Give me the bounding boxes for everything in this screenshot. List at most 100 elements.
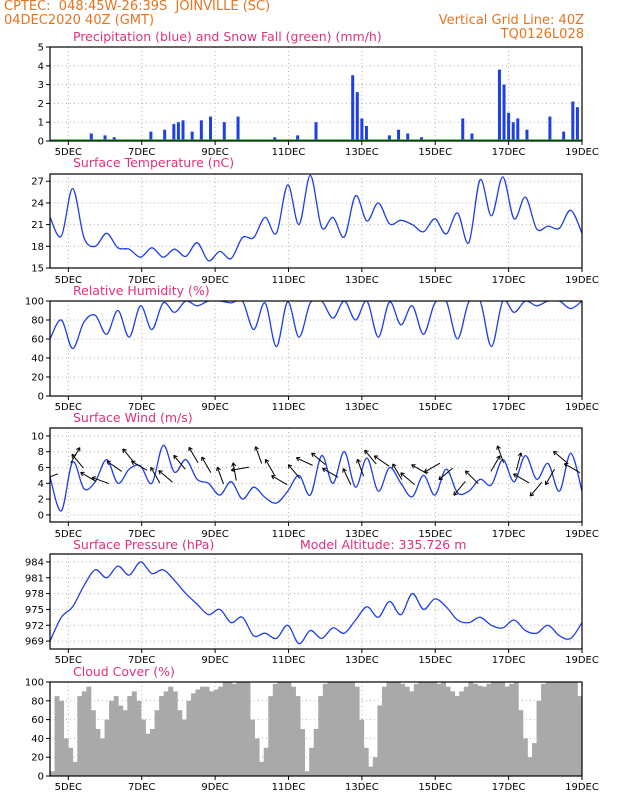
cloud-xtick-label: 9DEC (201, 782, 228, 793)
cloud-bar (509, 683, 515, 776)
cloud-bar (431, 682, 437, 776)
cloud-bar (381, 686, 387, 776)
wind-arrow-head (131, 460, 136, 466)
precip-title: Precipitation (blue) and Snow Fall (gree… (73, 29, 382, 44)
cloud-bar (354, 686, 360, 776)
precip-bar (149, 131, 153, 141)
wind-arrow (490, 455, 501, 472)
cloud-bar (504, 686, 510, 776)
pressure-xtick-label: 15DEC (418, 655, 452, 666)
cloud-bar (500, 682, 506, 776)
temp-xtick-label: 5DEC (55, 275, 82, 286)
wind-arrow (364, 449, 377, 465)
cloud-ytick-label: 80 (31, 696, 44, 707)
cloud-bar (554, 682, 560, 776)
cloud-bar (113, 696, 119, 776)
pressure-xtick-label: 17DEC (492, 655, 526, 666)
rh-ytick-label: 100 (25, 297, 44, 308)
cloud-bar (400, 683, 406, 776)
temp-xtick-label: 11DEC (272, 275, 306, 286)
wind-arrow (311, 452, 326, 466)
cloud-bar (77, 696, 83, 776)
cloud-bar (422, 682, 428, 776)
wind-arrow (201, 456, 212, 473)
cloud-ytick-label: 60 (31, 715, 44, 726)
cloud-bar (459, 691, 465, 776)
wind-arrow (424, 462, 441, 473)
precip-ytick-label: 1 (38, 118, 44, 129)
wind-arrow (91, 476, 110, 485)
precip-bar (351, 75, 355, 141)
cloud-bar (186, 700, 192, 776)
wind-arrow-head (173, 454, 178, 460)
wind-arrow-head (373, 455, 379, 460)
temp-frame (49, 173, 583, 269)
wind-arrow-head (364, 449, 369, 455)
pressure-xtick-label: 13DEC (345, 655, 379, 666)
wind-arrow-head (295, 456, 301, 462)
rh-xtick-label: 5DEC (55, 402, 82, 413)
cloud-bar (331, 682, 337, 776)
wind-arrow (296, 457, 313, 466)
pressure-frame (49, 553, 583, 650)
wind-ytick-label: 4 (38, 479, 44, 490)
wind-xtick-label: 7DEC (128, 529, 155, 540)
wind-arrow-head (91, 476, 97, 481)
cloud-bar (259, 761, 265, 776)
cloud-bar (90, 710, 96, 776)
wind-arrow-head (271, 475, 276, 480)
cloud-bar (159, 696, 165, 776)
cloud-bar (309, 747, 315, 776)
rh-data (50, 301, 582, 350)
wind-arrow-head (80, 471, 85, 477)
cloud-bar (59, 700, 65, 776)
wind-arrow (496, 445, 505, 463)
precip-bar (461, 118, 465, 141)
cloud-bar (418, 682, 424, 776)
rh-ytick-label: 20 (31, 373, 44, 384)
wind-arrow-head (216, 466, 221, 472)
precip-bar (571, 101, 575, 141)
precip-bar (507, 112, 511, 141)
precip-bar (419, 137, 423, 141)
wind-arrow-head (201, 456, 206, 462)
temp-ytick-label: 24 (31, 198, 44, 209)
precip-panel (46, 46, 583, 145)
precip-bar (575, 107, 579, 141)
pressure-ytick-label: 978 (25, 589, 44, 600)
cloud-ytick-label: 100 (25, 678, 44, 689)
wind-arrow (271, 475, 288, 486)
cloud-bar (245, 682, 251, 776)
cloud-bar (391, 682, 396, 776)
cloud-bar (50, 771, 55, 776)
wind-arrow (513, 473, 530, 484)
precip-bar (163, 129, 167, 141)
cloud-bar (577, 696, 582, 776)
wind-arrow-head (423, 468, 429, 473)
wind-arrow-head (411, 464, 416, 469)
precip-xtick-label: 15DEC (418, 147, 452, 158)
cloud-bar (572, 682, 578, 776)
wind-arrow (515, 452, 522, 471)
wind-arrow-head (254, 446, 259, 451)
wind-arrow-head (322, 467, 327, 473)
precip-xtick-label: 11DEC (272, 147, 306, 158)
rh-panel (46, 300, 583, 400)
precip-bar (296, 135, 300, 141)
precip-bar (181, 120, 185, 141)
temp-panel (46, 173, 583, 272)
pressure-title: Surface Pressure (hPa) (73, 537, 214, 552)
wind-arrow (287, 464, 301, 479)
wind-ytick-label: 2 (38, 495, 44, 506)
wind-arrow-head (464, 470, 470, 475)
precip-xtick-label: 13DEC (345, 147, 379, 158)
cloud-xtick-label: 13DEC (345, 782, 379, 793)
cloud-bar (227, 682, 233, 776)
cloud-bar (536, 700, 542, 776)
rh-xtick-label: 11DEC (272, 402, 306, 413)
wind-arrow (122, 448, 135, 464)
wind-arrow-head (529, 491, 535, 497)
cloud-bar (236, 682, 242, 776)
temp-ytick-label: 18 (31, 242, 44, 253)
cloud-bar (154, 710, 160, 776)
